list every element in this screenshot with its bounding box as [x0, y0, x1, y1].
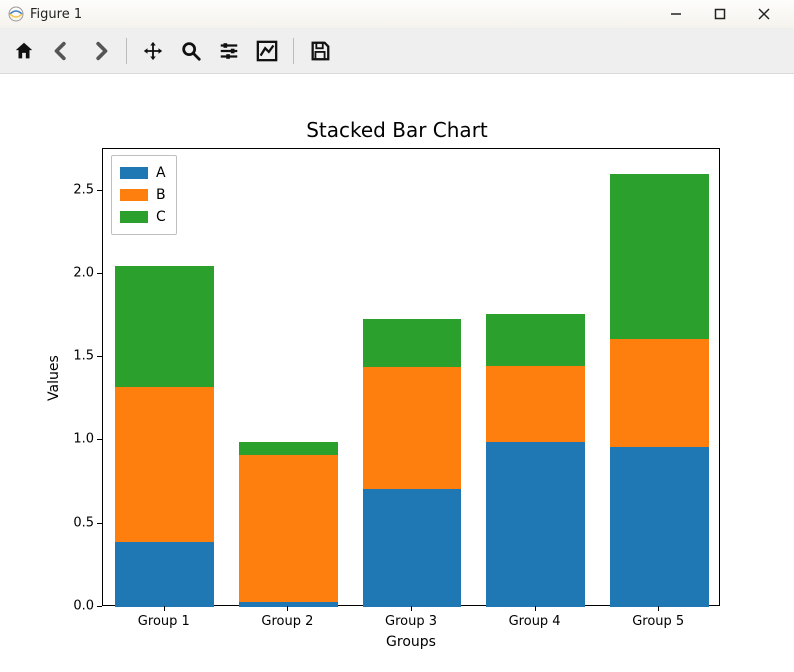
legend-swatch	[120, 189, 148, 201]
bar-segment	[486, 366, 585, 443]
legend-label: C	[156, 209, 166, 225]
home-icon[interactable]	[8, 35, 40, 67]
bar-segment	[239, 602, 338, 607]
ytick-label: 0.0	[66, 599, 94, 614]
ytick-label: 0.5	[66, 515, 94, 530]
legend-label: A	[156, 165, 166, 181]
xtick-label: Group 1	[138, 614, 190, 629]
ytick-mark	[97, 356, 102, 357]
ytick-label: 1.0	[66, 432, 94, 447]
ytick-label: 1.5	[66, 349, 94, 364]
xtick-label: Group 3	[385, 614, 437, 629]
configure-icon[interactable]	[213, 35, 245, 67]
legend-swatch	[120, 167, 148, 179]
window-title: Figure 1	[30, 7, 82, 22]
chart-title: Stacked Bar Chart	[0, 118, 794, 142]
bar-segment	[363, 319, 462, 367]
bar-segment	[610, 447, 709, 607]
titlebar: Figure 1	[0, 0, 794, 29]
bar-segment	[486, 442, 585, 607]
bar-segment	[115, 387, 214, 542]
bar-segment	[363, 367, 462, 489]
ytick-mark	[97, 273, 102, 274]
xtick-label: Group 5	[632, 614, 684, 629]
bar-segment	[610, 339, 709, 447]
legend-label: B	[156, 187, 166, 203]
ytick-mark	[97, 523, 102, 524]
ytick-mark	[97, 606, 102, 607]
minimize-button[interactable]	[654, 0, 698, 28]
forward-icon[interactable]	[84, 35, 116, 67]
legend-swatch	[120, 211, 148, 223]
xtick-mark	[658, 606, 659, 611]
save-icon[interactable]	[304, 35, 336, 67]
legend-item: C	[120, 206, 166, 228]
line-chart-icon[interactable]	[251, 35, 283, 67]
close-button[interactable]	[742, 0, 786, 28]
legend-item: B	[120, 184, 166, 206]
toolbar-separator	[293, 38, 294, 64]
ytick-label: 2.0	[66, 265, 94, 280]
toolbar	[0, 29, 794, 74]
bar-segment	[363, 489, 462, 607]
legend: ABC	[111, 155, 177, 235]
bar-segment	[115, 266, 214, 388]
xtick-mark	[411, 606, 412, 611]
bar-segment	[115, 542, 214, 607]
pan-icon[interactable]	[137, 35, 169, 67]
y-axis-label: Values	[46, 355, 62, 401]
xtick-mark	[535, 606, 536, 611]
app-icon	[8, 6, 24, 22]
figure-area: Stacked Bar Chart ABC 0.0 0.5 1.0 1.5 2.0 2.5…	[0, 74, 794, 672]
bar-segment	[239, 442, 338, 455]
toolbar-separator	[126, 38, 127, 64]
zoom-icon[interactable]	[175, 35, 207, 67]
bar-segment	[610, 174, 709, 339]
ytick-mark	[97, 190, 102, 191]
maximize-button[interactable]	[698, 0, 742, 28]
xtick-mark	[287, 606, 288, 611]
legend-item: A	[120, 162, 166, 184]
chart-axes: ABC	[102, 148, 720, 606]
ytick-label: 2.5	[66, 182, 94, 197]
ytick-mark	[97, 439, 102, 440]
xtick-label: Group 4	[509, 614, 561, 629]
back-icon[interactable]	[46, 35, 78, 67]
bar-segment	[239, 455, 338, 602]
plot-area	[103, 149, 719, 605]
xtick-mark	[164, 606, 165, 611]
bar-segment	[486, 314, 585, 366]
app-window: Figure 1	[0, 0, 794, 672]
x-axis-label: Groups	[102, 634, 720, 650]
xtick-label: Group 2	[261, 614, 313, 629]
